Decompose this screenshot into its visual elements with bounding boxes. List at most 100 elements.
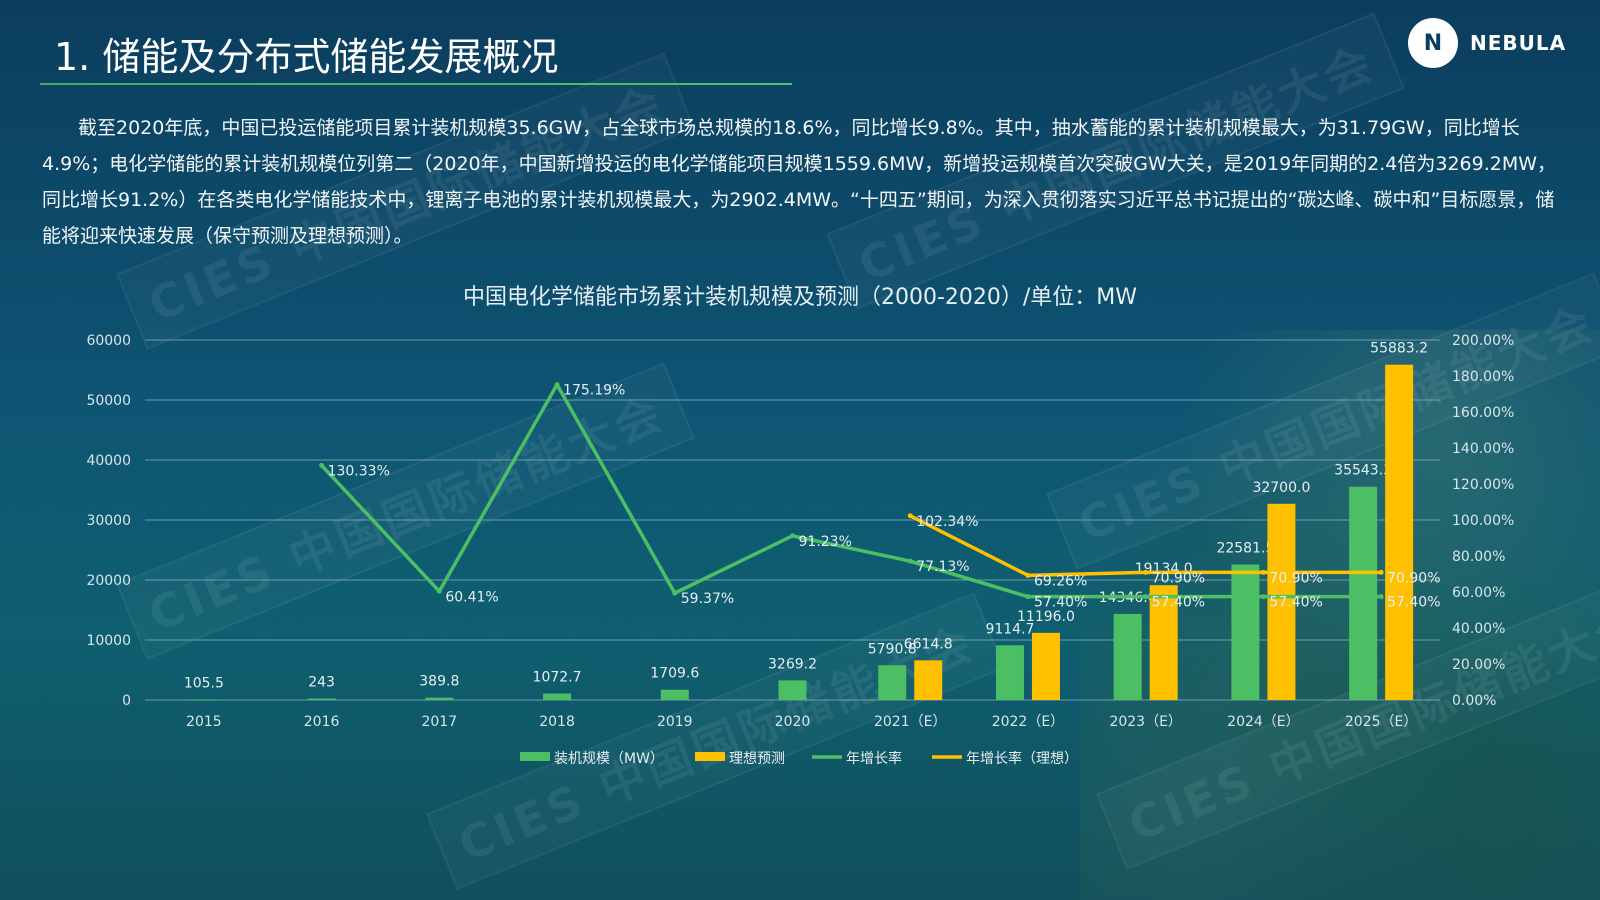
growth-rate-label: 130.33% (328, 463, 390, 479)
bar-ideal (1031, 632, 1060, 700)
bar-ideal-label: 55883.2 (1370, 341, 1428, 357)
x-tick-label: 2016 (304, 714, 340, 730)
bar-ideal (1385, 364, 1414, 700)
page-title: 1. 储能及分布式储能发展概况 (54, 35, 559, 79)
bar-installed (660, 689, 689, 700)
y-right-tick-label: 20.00% (1452, 657, 1505, 673)
bar-ideal-label: 11196.0 (1017, 609, 1075, 625)
bar-installed-label: 1072.7 (533, 670, 582, 686)
legend-label: 年增长率 (846, 750, 902, 767)
growth-rate-point (672, 590, 678, 596)
growth-rate-label: 60.41% (445, 589, 498, 605)
growth-rate-ideal-label: 70.90% (1269, 570, 1322, 586)
growth-rate-point (436, 588, 442, 594)
bar-installed-label: 243 (308, 675, 335, 691)
bar-installed-label: 105.5 (184, 675, 224, 691)
x-tick-label: 2021（E） (874, 714, 946, 730)
growth-rate-ideal-label: 69.26% (1034, 573, 1087, 589)
growth-rate-ideal-point (907, 513, 913, 519)
y-left-tick-label: 30000 (86, 513, 131, 529)
nebula-logo-icon: N (1408, 18, 1458, 68)
y-right-tick-label: 160.00% (1452, 405, 1514, 421)
growth-rate-label: 91.23% (799, 534, 852, 550)
bar-ideal (1267, 503, 1296, 700)
x-tick-label: 2022（E） (992, 714, 1064, 730)
growth-rate-point (1025, 594, 1031, 600)
y-right-tick-label: 140.00% (1452, 441, 1514, 457)
x-tick-label: 2023（E） (1109, 714, 1181, 730)
bar-installed (995, 645, 1024, 700)
bar-installed-label: 389.8 (419, 674, 459, 690)
bar-installed (425, 697, 454, 700)
growth-rate-ideal-label: 70.90% (1152, 570, 1205, 586)
growth-rate-label: 57.40% (1152, 595, 1205, 611)
bar-ideal-label: 6614.8 (904, 636, 953, 652)
bar-installed (189, 699, 218, 701)
y-right-tick-label: 180.00% (1452, 369, 1514, 385)
y-left-tick-label: 20000 (86, 573, 131, 589)
bar-installed (1231, 564, 1260, 700)
growth-rate-point (554, 382, 560, 388)
chart-title: 中国电化学储能市场累计装机规模及预测（2000-2020）/单位：MW (463, 285, 1137, 310)
bar-installed (1113, 613, 1142, 700)
bar-installed (778, 680, 807, 700)
legend-label: 年增长率（理想） (966, 750, 1078, 767)
growth-rate-ideal-point (1025, 572, 1031, 578)
growth-rate-point (1143, 594, 1149, 600)
y-left-tick-label: 50000 (86, 393, 131, 409)
growth-rate-label: 57.40% (1269, 595, 1322, 611)
growth-rate-point (1378, 594, 1384, 600)
growth-rate-ideal-point (1143, 569, 1149, 575)
y-right-tick-label: 100.00% (1452, 513, 1514, 529)
bar-installed (543, 693, 572, 700)
bar-installed-label: 5790.8 (868, 641, 917, 657)
x-tick-label: 2025（E） (1345, 714, 1417, 730)
energy-storage-chart: 中国电化学储能市场累计装机规模及预测（2000-2020）/单位：MW 0 1000… (86, 285, 1514, 767)
growth-rate-ideal-label: 102.34% (916, 514, 978, 530)
y-left-tick-label: 10000 (86, 633, 131, 649)
bar-installed-label: 1709.6 (650, 666, 699, 682)
y-right-tick-label: 40.00% (1452, 621, 1505, 637)
y-right-tick-label: 200.00% (1452, 333, 1514, 349)
legend-swatch (520, 752, 550, 761)
bar-installed-label: 9114.7 (985, 621, 1034, 637)
legend-label: 理想预测 (729, 751, 785, 767)
growth-rate-label: 77.13% (916, 559, 969, 575)
growth-rate-point (790, 533, 795, 539)
legend-swatch (695, 752, 725, 761)
y-right-tick-label: 60.00% (1452, 585, 1505, 601)
bar-installed-label: 22581.5 (1216, 541, 1274, 557)
y-right-tick-label: 0.00% (1452, 693, 1496, 709)
growth-rate-line (320, 382, 1382, 599)
growth-rate-label: 57.40% (1387, 595, 1440, 611)
bar-installed-label: 3269.2 (768, 656, 817, 672)
y-right-tick-label: 80.00% (1452, 549, 1505, 565)
growth-rate-label: 57.40% (1034, 595, 1087, 611)
logo-text: NEBULA (1470, 31, 1567, 55)
growth-rate-point (319, 462, 325, 468)
logo: N NEBULA (1408, 18, 1566, 68)
growth-rate-ideal-label: 70.90% (1387, 570, 1440, 586)
x-tick-label: 2019 (657, 714, 693, 730)
bar-ideal (1149, 585, 1178, 700)
bar-ideal-label: 32700.0 (1252, 480, 1310, 496)
x-tick-label: 2015 (186, 714, 222, 730)
bar-ideal (914, 660, 943, 700)
x-tick-label: 2017 (421, 714, 457, 730)
bar-installed (1349, 486, 1378, 700)
intro-paragraph: 截至2020年底，中国已投运储能项目累计装机规模35.6GW，占全球市场总规模的… (42, 117, 1557, 247)
x-tick-label: 2020 (775, 714, 811, 730)
y-left-tick-label: 0 (122, 693, 131, 709)
y-left-tick-label: 40000 (86, 453, 131, 469)
growth-rate-point (1260, 594, 1266, 600)
x-tick-label: 2018 (539, 714, 575, 730)
bar-installed (307, 698, 336, 700)
x-tick-label: 2024（E） (1227, 714, 1299, 730)
y-left-tick-label: 60000 (86, 333, 131, 349)
growth-rate-label: 59.37% (681, 591, 734, 607)
legend-label: 装机规模（MW） (554, 751, 664, 767)
growth-rate-label: 175.19% (563, 383, 625, 399)
y-right-tick-label: 120.00% (1452, 477, 1514, 493)
title-underline (40, 83, 792, 85)
bar-installed-label: 35543.3 (1334, 463, 1392, 479)
